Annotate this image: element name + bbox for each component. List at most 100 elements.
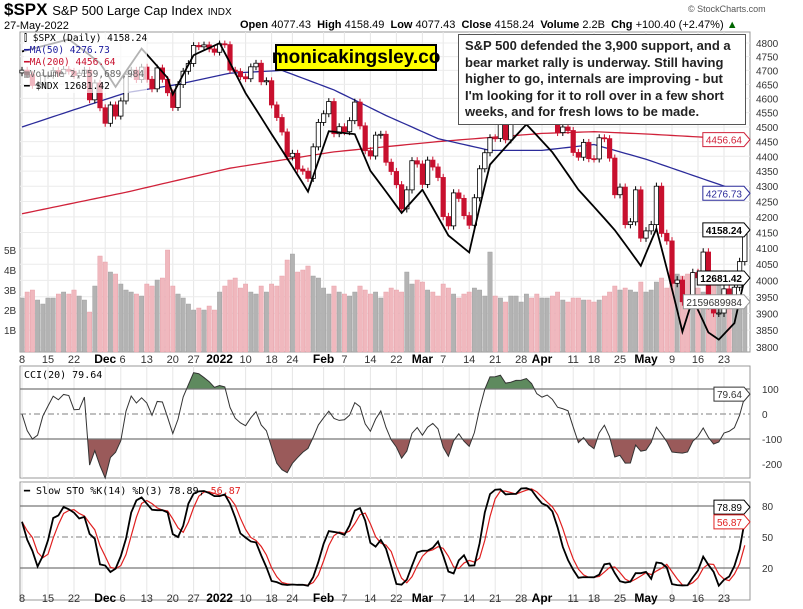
candle-body — [617, 186, 623, 196]
x-axis-label: 14 — [463, 593, 475, 605]
x-axis-label: 22 — [68, 593, 80, 605]
x-axis-label: 9 — [669, 354, 675, 366]
cci-legend: CCI(20) 79.64 — [24, 370, 102, 381]
candle-body — [357, 101, 363, 127]
value-tag-text: 78.89 — [717, 503, 742, 514]
value-tag-text: 2159689984 — [686, 298, 742, 309]
volume-bar — [524, 293, 529, 353]
candle-body — [497, 123, 504, 139]
candle-body — [388, 161, 394, 172]
candle-body — [279, 117, 285, 133]
volume-bar — [165, 249, 170, 353]
volume-bar — [133, 293, 139, 353]
candle-body — [331, 101, 337, 135]
price-axis-label: 4450 — [756, 138, 779, 149]
volume-bar — [628, 289, 633, 353]
volume-bar — [617, 289, 623, 353]
legend-ma200[interactable]: ━MA(200) 4456.64 — [24, 57, 116, 68]
x-axis-label: 25 — [614, 354, 626, 366]
legend-ma50[interactable]: ━MA(50) 4276.73 — [24, 45, 110, 56]
x-axis-label: 20 — [167, 354, 179, 366]
stockcharts-credit[interactable]: © StockCharts.com — [688, 4, 766, 14]
candle-body — [346, 120, 353, 133]
volume-bar — [529, 297, 535, 353]
volume-bar — [149, 285, 155, 353]
volume-axis-label: 2B — [4, 306, 17, 317]
volume-bar — [45, 297, 51, 353]
candle-body — [352, 101, 358, 122]
value-tag-text: 56.87 — [717, 518, 742, 529]
chart-title: $SPX S&P 500 Large Cap Index INDX — [4, 0, 232, 20]
volume-bar — [76, 295, 82, 353]
volume-bar — [336, 291, 342, 353]
candle-body — [570, 130, 576, 153]
volume-bar — [576, 297, 581, 353]
x-axis-label: 11 — [567, 593, 578, 605]
volume-bar — [185, 303, 191, 353]
x-axis-label: 18 — [588, 593, 600, 605]
volume-bar — [321, 287, 326, 353]
x-axis-label: 6 — [120, 354, 126, 366]
volume-bar — [570, 297, 576, 353]
x-axis-label: 8 — [19, 354, 25, 366]
x-axis-label: 20 — [167, 593, 179, 605]
volume-bar — [388, 287, 394, 353]
legend-price[interactable]: ⫿ $SPX (Daily) 4158.24 — [24, 33, 147, 45]
price-axis-label: 4350 — [756, 167, 779, 178]
volume-axis-label: 4B — [4, 266, 17, 277]
candle-body — [492, 137, 498, 140]
legend-ndx-text: $NDX 12681.42 — [35, 81, 110, 92]
volume-bar — [154, 279, 160, 353]
candle-body — [627, 221, 634, 226]
volume-bar — [310, 275, 316, 353]
ma200-value-tag: 4456.64 — [702, 132, 751, 148]
volume-bar — [518, 301, 524, 353]
legend-ndx[interactable]: ━ $NDX 12681.42 — [24, 81, 110, 92]
volume-bar — [206, 305, 212, 353]
volume-bar — [544, 297, 550, 353]
x-axis-label: May — [634, 591, 658, 605]
up-arrow-icon: ▲ — [726, 19, 738, 31]
candle-body — [393, 171, 400, 186]
legend-price-text: $SPX (Daily) 4158.24 — [32, 33, 148, 44]
x-axis-label: 7 — [341, 354, 347, 366]
volume-bar — [492, 295, 498, 353]
x-axis-label: Mar — [412, 591, 434, 605]
volume-bar — [373, 291, 378, 353]
candle-body — [315, 122, 322, 148]
volume-bar — [274, 285, 280, 353]
volume-bar — [565, 301, 571, 353]
sto-d-value-tag: 56.87 — [713, 514, 751, 530]
price-axis-label: 4100 — [756, 244, 779, 255]
x-axis-label: 14 — [463, 354, 475, 366]
x-axis-label: Dec — [94, 352, 116, 366]
volume-bar — [466, 291, 472, 353]
price-axis-label: 4250 — [756, 197, 779, 208]
volume-bar — [435, 295, 441, 353]
value-tag-text: 4456.64 — [706, 136, 743, 147]
candle-body — [502, 123, 509, 141]
volume-bar — [560, 299, 566, 353]
price-axis-label: 4550 — [756, 109, 779, 120]
x-axis-label: Feb — [313, 352, 334, 366]
x-axis-label: 15 — [42, 354, 54, 366]
volume-bar — [35, 299, 41, 353]
volume-bar — [456, 297, 462, 353]
value-tag-box — [713, 514, 751, 530]
volume-bar — [24, 291, 30, 353]
value-tag-text: 12681.42 — [700, 274, 742, 285]
legend-volume[interactable]: ▥Volume 2,159,689,984 — [24, 69, 147, 81]
x-axis-label: 13 — [141, 593, 153, 605]
volume-bar — [159, 277, 165, 353]
volume-bar — [680, 275, 685, 353]
candle-body — [643, 230, 649, 239]
volume-bar — [284, 259, 290, 353]
volume-bar — [503, 301, 508, 353]
volume-bar — [258, 285, 264, 353]
legend-ma200-text: MA(200) 4456.64 — [29, 57, 116, 68]
volume-bar — [107, 271, 113, 353]
candle-body — [211, 48, 217, 53]
candle-body — [638, 189, 644, 239]
price-axis-label: 3900 — [756, 309, 779, 320]
volume-bar — [539, 297, 545, 353]
